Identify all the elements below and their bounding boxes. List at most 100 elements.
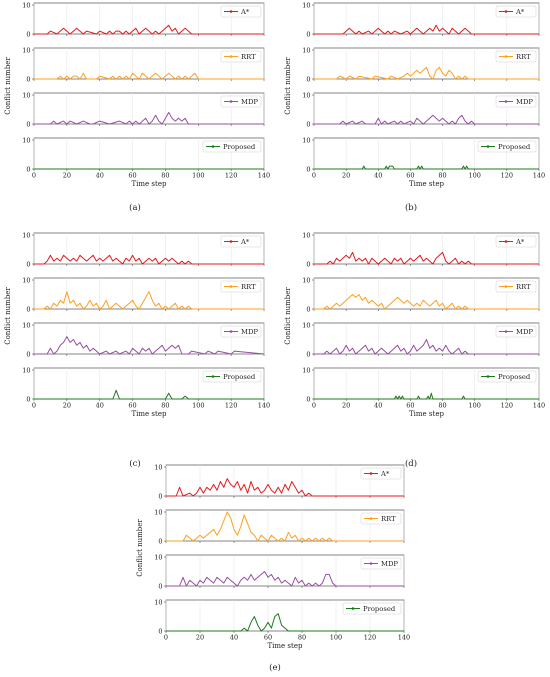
y-tick-label: 0 [306, 120, 310, 128]
x-tick-label: 80 [438, 172, 446, 180]
x-tick-label: 40 [96, 402, 104, 410]
x-tick-label: 60 [406, 402, 414, 410]
subplot-proposed: 0 10 Proposed 0 20 40 60 80 100 120 140 Time step [22, 366, 270, 418]
y-tick-label: 0 [306, 305, 310, 313]
x-tick-label: 60 [264, 634, 272, 642]
legend-label: RRT [516, 53, 531, 61]
y-tick-label: 0 [26, 165, 30, 173]
legend-box [202, 140, 262, 153]
legend-label: Proposed [363, 605, 396, 613]
x-tick-label: 100 [469, 172, 481, 180]
subplot-a: 0 10 A* [22, 231, 265, 268]
series-line-rrt [314, 66, 539, 80]
legend: MDP [220, 325, 262, 338]
y-tick-label: 10 [22, 276, 30, 284]
y-tick-label: 10 [302, 91, 310, 99]
y-tick-label: 0 [306, 260, 310, 268]
x-tick-label: 80 [161, 402, 169, 410]
legend-box [220, 95, 262, 108]
y-tick-label: 0 [158, 627, 162, 635]
x-tick-label: 20 [342, 402, 350, 410]
y-tick-label: 0 [306, 75, 310, 83]
legend-box [342, 602, 402, 615]
series-line-a [314, 251, 539, 265]
legend-box [220, 235, 262, 248]
y-axis-label: Conflict number [284, 287, 292, 345]
panel-caption: (b) [405, 202, 417, 213]
legend-label: MDP [516, 98, 533, 106]
subplot-rrt: 0 10 RRT [154, 508, 405, 545]
y-tick-label: 0 [26, 350, 30, 358]
y-tick-label: 0 [26, 260, 30, 268]
x-tick-label: 20 [63, 402, 71, 410]
legend: MDP [360, 557, 402, 570]
legend-label: Proposed [223, 143, 256, 151]
y-tick-label: 10 [302, 366, 310, 374]
legend: RRT [360, 512, 402, 525]
x-tick-label: 120 [501, 172, 513, 180]
legend-marker [486, 145, 490, 148]
x-tick-label: 60 [128, 402, 136, 410]
series-line-mdp [34, 336, 265, 355]
legend-label: A* [515, 8, 525, 16]
series-line-a [314, 24, 539, 35]
legend-label: MDP [241, 98, 258, 106]
y-tick-label: 0 [158, 582, 162, 590]
series-line-proposed [314, 392, 539, 400]
legend-box [495, 325, 537, 338]
legend: Proposed [477, 370, 537, 383]
series-line-a [34, 254, 264, 265]
legend: A* [220, 5, 262, 18]
x-tick-label: 140 [258, 402, 270, 410]
x-tick-label: 0 [32, 402, 36, 410]
legend-marker [369, 517, 373, 520]
legend-marker [504, 100, 508, 103]
y-tick-label: 0 [26, 75, 30, 83]
legend-label: A* [240, 8, 250, 16]
x-axis-label: Time step [268, 642, 303, 650]
y-tick-label: 0 [158, 537, 162, 545]
x-tick-label: 100 [192, 172, 204, 180]
legend-marker [504, 285, 508, 288]
x-axis-label: Time step [132, 410, 167, 418]
subplot-a: 0 10 A* [302, 231, 540, 268]
subplot-mdp: 0 10 MDP [302, 91, 540, 128]
legend-marker [229, 55, 233, 58]
x-tick-label: 20 [196, 634, 204, 642]
legend: MDP [220, 95, 262, 108]
legend: RRT [220, 280, 262, 293]
legend: RRT [495, 280, 537, 293]
subplot-proposed: 0 10 Proposed 0 20 40 60 80 100 120 140 Time step [302, 136, 545, 188]
y-tick-label: 10 [302, 136, 310, 144]
chart-panel-e: 0 10 A* 0 10 RRT 0 10 MDP 0 10 Proposed 0 20 40 60 80 100… [136, 463, 410, 673]
legend-box [202, 370, 262, 383]
legend-label: RRT [241, 283, 256, 291]
series-line-rrt [34, 72, 264, 80]
chart-panel-b: 0 10 A* 0 10 RRT 0 10 MDP 0 10 Proposed 0 20 40 60 80 100… [284, 1, 545, 213]
subplot-mdp: 0 10 MDP [154, 553, 405, 590]
series-line-proposed [34, 389, 264, 400]
subplot-a: 0 10 A* [302, 1, 540, 38]
y-tick-label: 0 [26, 395, 30, 403]
series-line-mdp [34, 111, 264, 125]
y-tick-label: 10 [154, 598, 162, 606]
subplot-rrt: 0 10 RRT [302, 46, 540, 83]
subplot-mdp: 0 10 MDP [302, 321, 540, 358]
y-tick-label: 10 [302, 231, 310, 239]
y-tick-label: 0 [306, 350, 310, 358]
legend-marker [504, 55, 508, 58]
y-tick-label: 10 [154, 508, 162, 516]
x-tick-label: 0 [312, 402, 316, 410]
legend-label: MDP [241, 328, 258, 336]
legend-marker [504, 10, 508, 13]
legend-box [495, 50, 537, 63]
legend-box [360, 512, 402, 525]
legend-marker [369, 562, 373, 565]
y-tick-label: 10 [22, 321, 30, 329]
legend: MDP [495, 95, 537, 108]
legend-marker [351, 607, 355, 610]
legend-label: RRT [241, 53, 256, 61]
legend: Proposed [477, 140, 537, 153]
